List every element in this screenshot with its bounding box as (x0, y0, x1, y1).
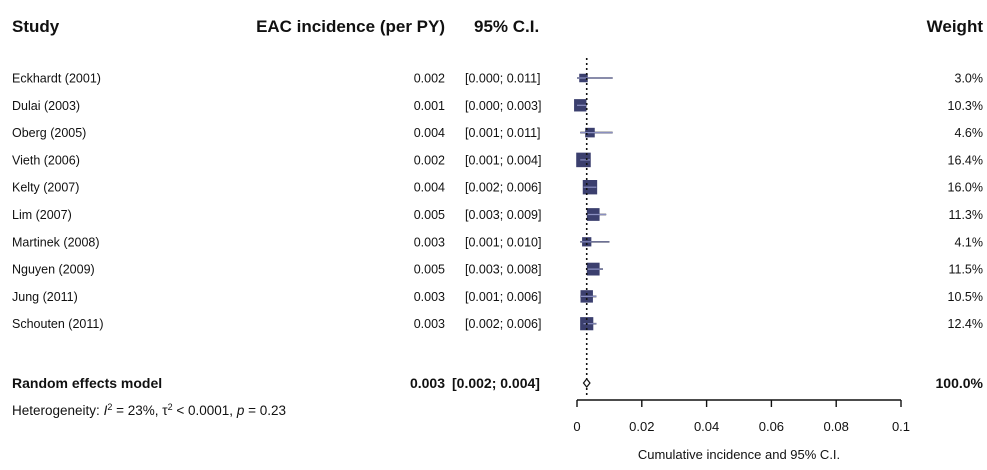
study-weight: 10.3% (948, 99, 983, 113)
heterogeneity-part: = 0.23 (244, 403, 286, 418)
summary-weight: 100.0% (936, 375, 984, 391)
heterogeneity-part: 2 (168, 402, 173, 412)
x-tick-label: 0.02 (629, 419, 654, 434)
study-ci: [0.002; 0.006] (465, 317, 541, 331)
study-weight: 3.0% (955, 72, 984, 86)
study-estimate: 0.005 (414, 208, 445, 222)
study-estimate: 0.001 (414, 99, 445, 113)
study-estimate: 0.002 (414, 153, 445, 167)
study-ci: [0.000; 0.011] (465, 72, 541, 86)
heterogeneity-part: Heterogeneity: (12, 403, 104, 418)
heterogeneity-part: I (104, 403, 108, 418)
header-weight: Weight (927, 17, 984, 36)
summary-ci: [0.002; 0.004] (452, 375, 540, 391)
study-label: Oberg (2005) (12, 126, 86, 140)
summary-diamond (582, 378, 591, 388)
summary-estimate: 0.003 (410, 375, 445, 391)
study-label: Lim (2007) (12, 208, 72, 222)
study-weight: 11.5% (948, 263, 983, 277)
study-rows: Eckhardt (2001) 0.002 [0.000; 0.011] 3.0% Du… (12, 72, 983, 332)
study-ci: [0.002; 0.006] (465, 181, 541, 195)
x-tick-label: 0.04 (694, 419, 719, 434)
study-label: Martinek (2008) (12, 235, 100, 249)
study-ci: [0.001; 0.010] (465, 235, 541, 249)
x-tick-label: 0.1 (892, 419, 910, 434)
x-tick-label: 0.08 (824, 419, 849, 434)
plot-marks (574, 58, 613, 396)
study-ci: [0.003; 0.008] (465, 263, 541, 277)
heterogeneity-part: < 0.0001, (173, 403, 237, 418)
summary-row: Random effects model 0.003 [0.002; 0.004] 1… (12, 375, 984, 391)
study-ci: [0.000; 0.003] (465, 99, 541, 113)
study-ci: [0.001; 0.011] (465, 126, 541, 140)
study-label: Schouten (2011) (12, 317, 104, 331)
study-ci: [0.001; 0.004] (465, 153, 541, 167)
summary-label: Random effects model (12, 375, 162, 391)
study-estimate: 0.004 (414, 181, 445, 195)
study-estimate: 0.003 (414, 235, 445, 249)
study-label: Dulai (2003) (12, 99, 80, 113)
x-tick-label: 0.06 (759, 419, 784, 434)
study-weight: 12.4% (948, 317, 983, 331)
study-estimate: 0.003 (414, 290, 445, 304)
heterogeneity-text: Heterogeneity: I2 = 23%, τ2 < 0.0001, p … (12, 402, 286, 418)
study-weight: 10.5% (948, 290, 983, 304)
study-label: Eckhardt (2001) (12, 72, 101, 86)
study-estimate: 0.002 (414, 72, 445, 86)
study-label: Jung (2011) (12, 290, 78, 304)
heterogeneity-part: τ (162, 403, 168, 418)
x-axis: 0 0.02 0.04 0.06 0.08 0.1 Cumulative incidence… (573, 399, 910, 462)
header-incidence: EAC incidence (per PY) (256, 17, 445, 36)
study-ci: [0.003; 0.009] (465, 208, 541, 222)
header-study: Study (12, 17, 60, 36)
study-label: Kelty (2007) (12, 181, 79, 195)
heterogeneity-part: = 23%, (112, 403, 162, 418)
study-label: Nguyen (2009) (12, 263, 95, 277)
study-weight: 16.4% (948, 153, 983, 167)
heterogeneity-part: p (236, 403, 245, 418)
study-estimate: 0.005 (414, 263, 445, 277)
study-weight: 11.3% (948, 208, 983, 222)
x-axis-label: Cumulative incidence and 95% C.I. (638, 447, 840, 462)
study-estimate: 0.003 (414, 317, 445, 331)
heterogeneity-part: 2 (107, 402, 112, 412)
header-ci: 95% C.I. (474, 17, 539, 36)
x-tick-label: 0 (573, 419, 580, 434)
study-weight: 4.1% (955, 235, 984, 249)
study-weight: 16.0% (948, 181, 983, 195)
study-estimate: 0.004 (414, 126, 445, 140)
study-label: Vieth (2006) (12, 153, 80, 167)
study-weight: 4.6% (955, 126, 984, 140)
study-ci: [0.001; 0.006] (465, 290, 541, 304)
